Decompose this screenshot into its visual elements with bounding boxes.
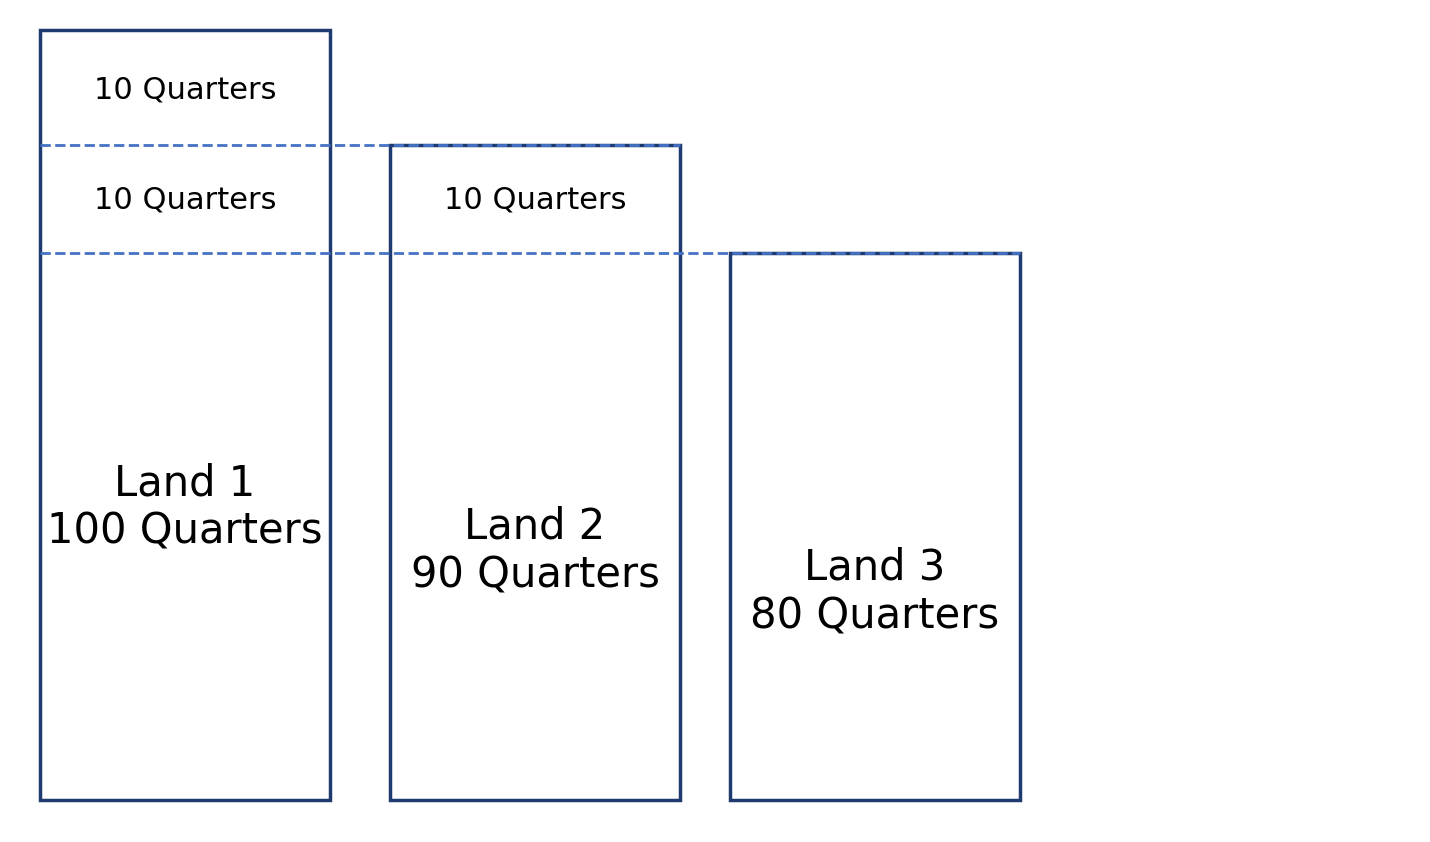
Bar <box>40 30 330 800</box>
Text: Land 2
90 Quarters: Land 2 90 Quarters <box>410 506 659 596</box>
Text: 10 Quarters: 10 Quarters <box>443 185 626 215</box>
Text: 10 Quarters: 10 Quarters <box>94 76 276 104</box>
Text: Land 1
100 Quarters: Land 1 100 Quarters <box>47 462 323 552</box>
Text: Land 3
80 Quarters: Land 3 80 Quarters <box>751 546 1000 637</box>
Bar <box>729 253 1020 800</box>
Bar <box>390 145 681 800</box>
Text: 10 Quarters: 10 Quarters <box>94 185 276 215</box>
